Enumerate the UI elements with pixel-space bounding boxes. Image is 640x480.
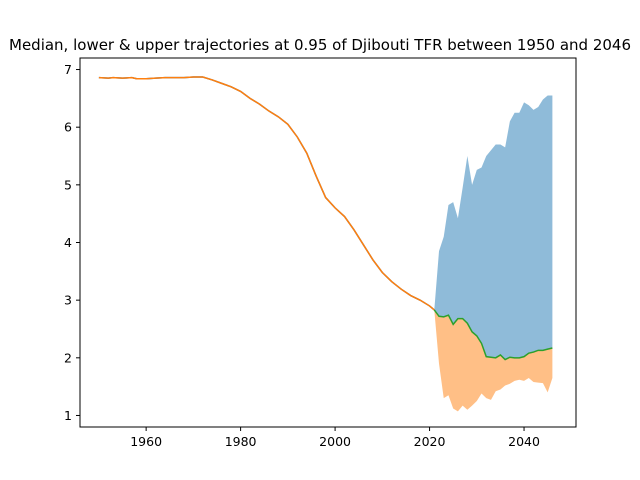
x-tick-label: 2000 [319,434,351,449]
x-tick-label: 2040 [508,434,540,449]
y-axis: 1 2 3 4 5 6 7 [64,62,80,423]
y-tick-label: 4 [64,235,72,250]
x-tick-label: 1960 [130,434,162,449]
upper-band [434,95,553,360]
median-line [433,309,553,361]
y-tick-label: 7 [64,62,72,77]
history-line [98,76,435,311]
chart-title: Median, lower & upper trajectories at 0.… [9,36,631,54]
y-tick-label: 5 [64,177,72,192]
plot-area [98,76,553,412]
x-axis: 1960 1980 2000 2020 2040 [130,427,540,449]
y-tick-label: 3 [64,293,72,308]
y-tick-label: 6 [64,120,72,135]
lower-band [434,309,553,412]
y-tick-label: 1 [64,408,72,423]
x-tick-label: 2020 [414,434,446,449]
x-tick-label: 1980 [225,434,257,449]
y-tick-label: 2 [64,350,72,365]
